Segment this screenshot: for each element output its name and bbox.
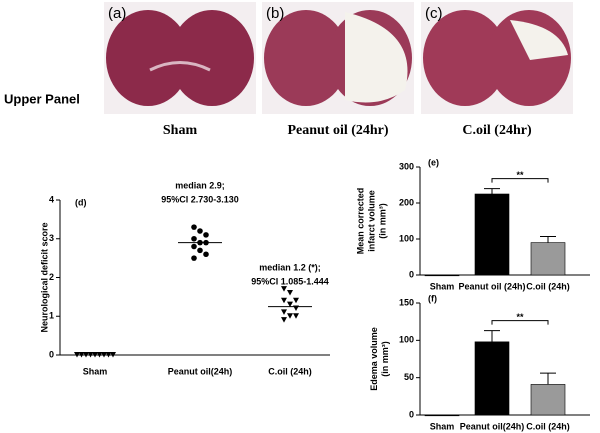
panel-title: (d) [75, 197, 87, 207]
annotation: median 2.9; [175, 180, 225, 190]
annotation: 95%Cl 1.085-1.444 [251, 276, 329, 286]
image-tag: (b) [266, 5, 284, 22]
data-point [287, 313, 293, 319]
image-caption: Peanut oil (24hr) [287, 123, 388, 138]
image-tag: (a) [108, 5, 126, 22]
data-point [287, 290, 293, 296]
data-point [281, 309, 287, 315]
panel-title: (e) [428, 157, 439, 167]
data-point [191, 235, 197, 242]
y-tick-label: 200 [399, 197, 414, 207]
panel-label: Upper Panel [4, 91, 80, 106]
data-point [197, 228, 203, 234]
data-point [191, 224, 197, 230]
error-bar [540, 235, 556, 243]
error-bar [484, 188, 500, 194]
x-tick-label: C.oil (24h) [268, 366, 312, 376]
x-tick-label: Sham [83, 366, 108, 376]
brain-image: (c) [421, 2, 573, 114]
error-bar [540, 372, 556, 385]
y-axis-label: Edema volume [369, 327, 379, 391]
y-tick-label: 1 [49, 311, 54, 321]
image-tag: (c) [425, 5, 443, 22]
image-caption: C.oil (24hr) [462, 123, 532, 138]
data-point [281, 317, 287, 323]
significance-bracket [491, 178, 549, 183]
y-axis-label: (in mm³) [380, 341, 390, 377]
bar [474, 193, 510, 276]
image-caption: Sham [163, 123, 198, 138]
brain-image: (b) [262, 2, 414, 114]
x-tick-label: Peanut oil(24h) [168, 366, 233, 376]
data-point [293, 313, 299, 319]
bar [474, 341, 510, 416]
y-tick-label: 0 [409, 409, 414, 419]
y-axis-label: infarct volume [366, 190, 376, 252]
annotation: 95%Cl 2.730-3.130 [161, 194, 239, 204]
bar [530, 242, 566, 276]
significance-bracket [491, 320, 549, 325]
significance-label: ** [516, 312, 524, 322]
data-point [197, 247, 203, 254]
x-tick-label: Peanut oil(24h) [460, 421, 525, 431]
data-point [191, 255, 197, 261]
data-point [293, 297, 299, 304]
y-tick-label: 100 [399, 335, 414, 345]
error-bar [484, 330, 500, 342]
x-tick-label: C.oil (24h) [526, 421, 570, 431]
x-tick-label: C.oil (24h) [526, 281, 570, 291]
y-tick-label: 2 [49, 272, 54, 282]
x-tick-label: Sham [430, 421, 455, 431]
data-point [287, 301, 293, 308]
data-point [191, 243, 197, 250]
bar [530, 384, 566, 416]
significance-label: ** [516, 170, 524, 180]
data-point [203, 251, 209, 258]
data-point [203, 232, 209, 238]
y-tick-label: 150 [399, 297, 414, 307]
y-tick-label: 0 [49, 349, 54, 359]
y-axis-label: Mean corrected [355, 188, 365, 255]
annotation: median 1.2 (*); [259, 262, 321, 272]
brain-image: (a) [104, 2, 256, 114]
panel-title: (f) [428, 293, 437, 303]
y-tick-label: 3 [49, 233, 54, 243]
y-tick-label: 300 [399, 161, 414, 171]
y-tick-label: 0 [409, 269, 414, 279]
y-tick-label: 100 [399, 233, 414, 243]
data-point [281, 286, 287, 292]
y-tick-label: 50 [404, 372, 414, 382]
data-point [281, 297, 287, 304]
y-axis-label: Neurological deficit score [39, 222, 49, 332]
y-tick-label: 4 [49, 194, 54, 204]
x-tick-label: Sham [430, 281, 455, 291]
x-tick-label: Peanut oil (24h) [458, 281, 525, 291]
y-axis-label: (in mm³) [377, 203, 387, 239]
